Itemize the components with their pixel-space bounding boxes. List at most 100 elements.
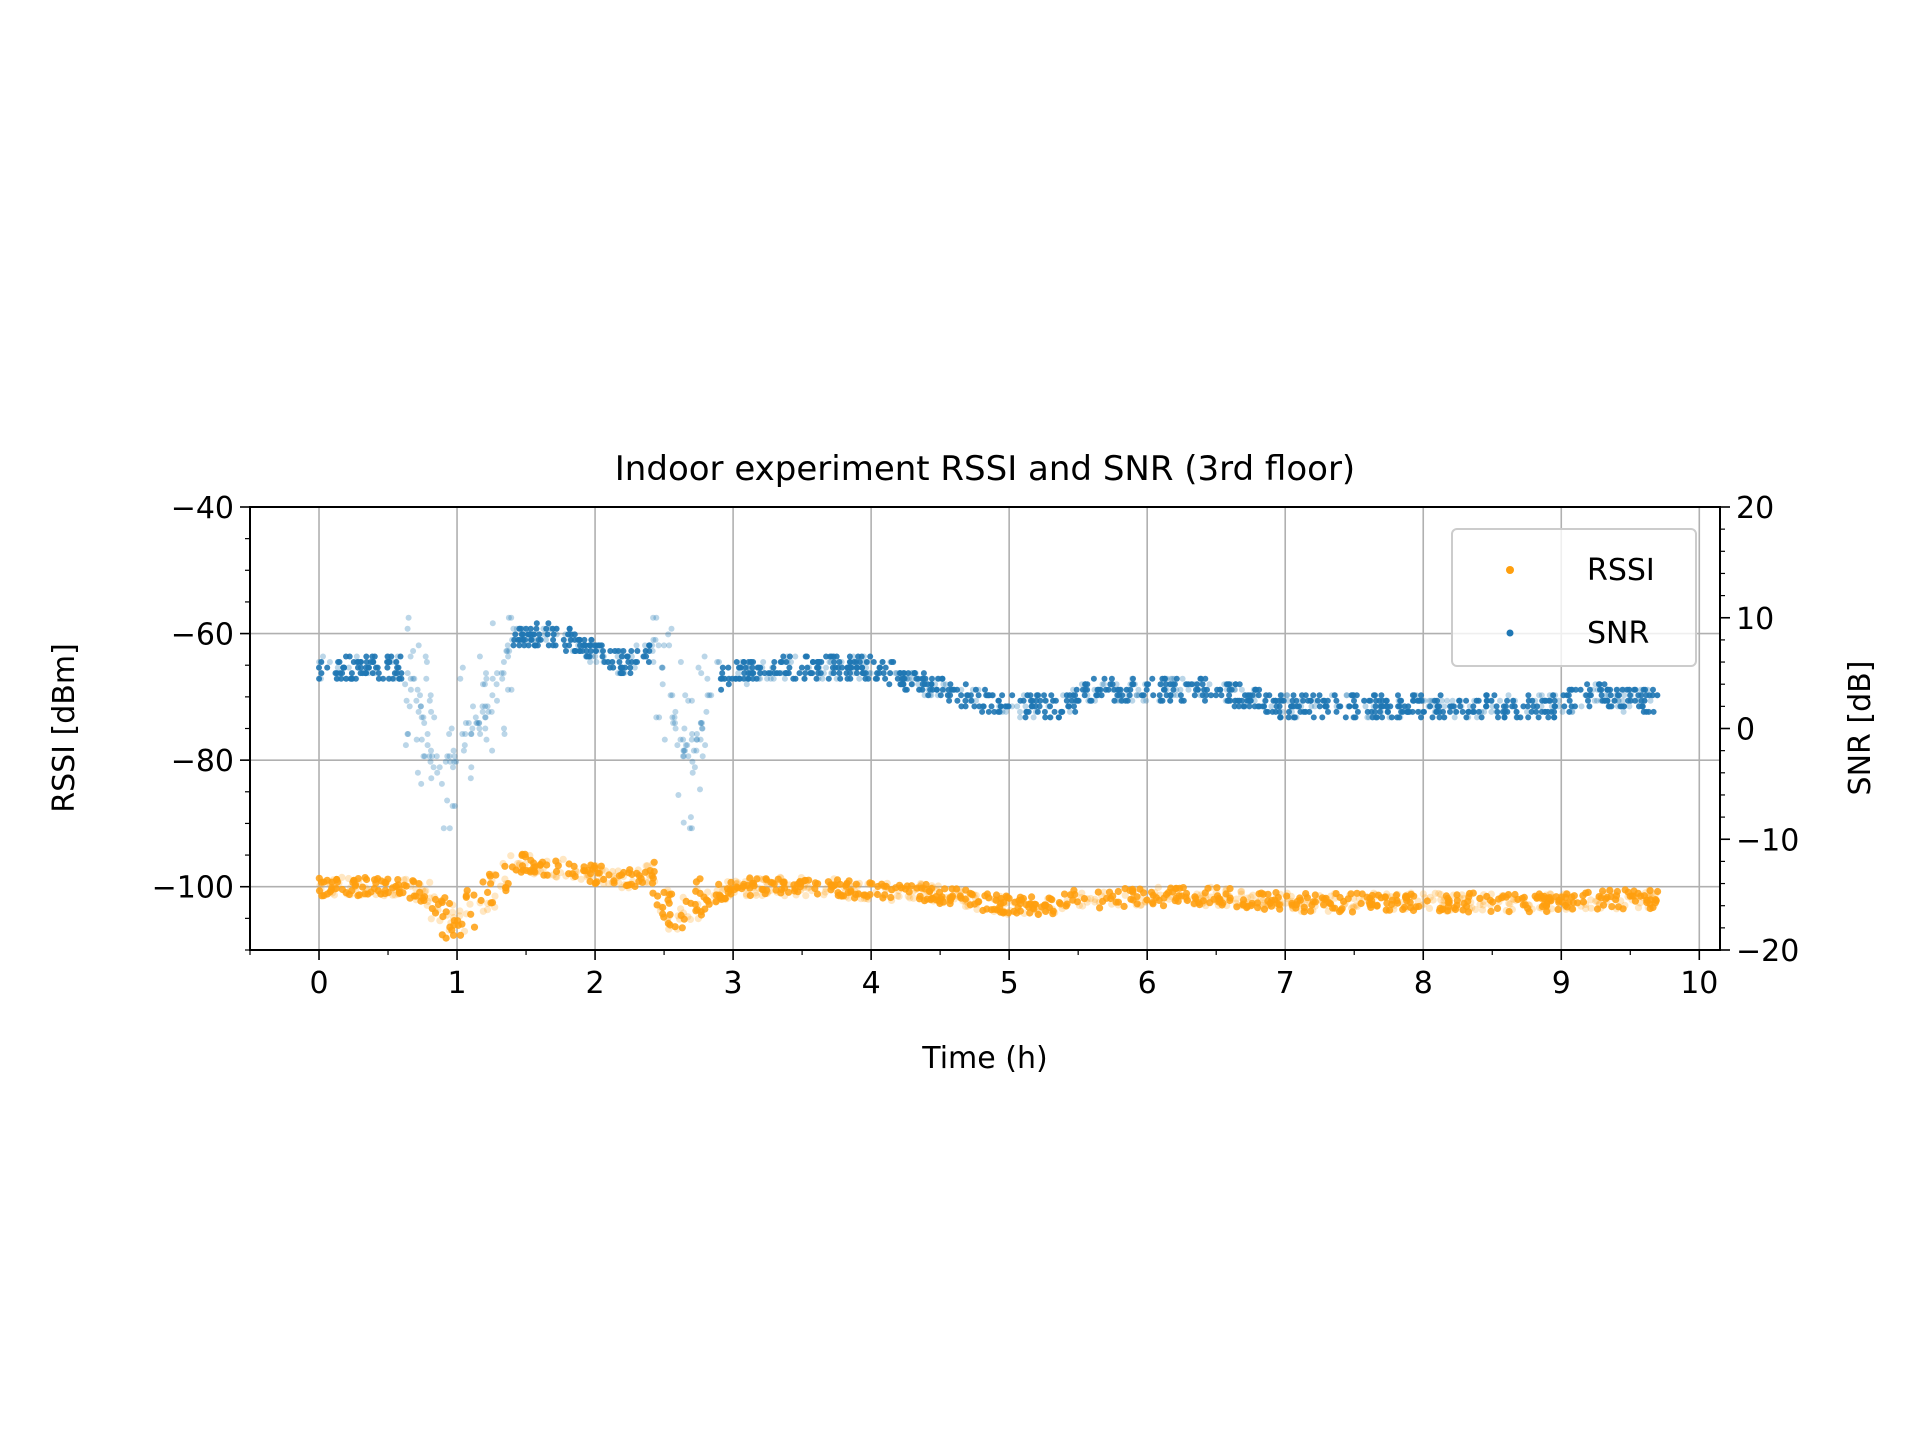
snr-point: [1644, 686, 1651, 693]
rssi-point: [1100, 888, 1108, 896]
y-tick-label: −60: [171, 618, 234, 653]
snr-point: [1372, 703, 1379, 710]
rssi-point: [521, 850, 529, 859]
rssi-point: [929, 884, 937, 892]
snr-point: [806, 664, 813, 671]
snr-point: [318, 670, 325, 677]
rssi-point: [1320, 901, 1328, 909]
snr-point: [1559, 708, 1566, 715]
snr-point: [619, 664, 626, 671]
snr-point: [1273, 703, 1280, 710]
snr-point: [1410, 697, 1416, 704]
snr-point: [476, 725, 483, 732]
snr-point: [1587, 692, 1594, 699]
snr-point: [706, 692, 713, 699]
snr-point: [1093, 692, 1100, 699]
snr-point: [1378, 692, 1385, 699]
snr-point: [1191, 692, 1198, 699]
rssi-point: [1347, 890, 1355, 898]
rssi-point: [1477, 894, 1485, 903]
snr-point: [1116, 692, 1123, 699]
snr-point: [1645, 708, 1652, 715]
rssi-point: [462, 893, 470, 901]
snr-point: [1545, 714, 1552, 721]
rssi-point: [704, 888, 712, 896]
snr-point: [468, 731, 475, 737]
snr-point: [1444, 697, 1451, 704]
snr-point: [1022, 714, 1029, 721]
rssi-point: [1239, 900, 1247, 908]
snr-point: [1285, 714, 1292, 721]
rssi-point: [1512, 896, 1520, 905]
snr-point: [859, 664, 866, 671]
snr-point: [1276, 708, 1283, 715]
snr-point: [1170, 681, 1177, 688]
snr-point: [354, 659, 361, 665]
snr-point: [672, 708, 679, 715]
snr-point: [424, 731, 431, 737]
snr-point: [846, 653, 853, 660]
rssi-point: [1327, 892, 1335, 900]
rssi-point: [596, 865, 604, 874]
snr-point: [725, 664, 732, 671]
snr-point: [1099, 681, 1106, 688]
snr-point: [1343, 692, 1350, 699]
rssi-point: [656, 907, 665, 915]
snr-point: [640, 653, 647, 660]
rssi-point: [418, 886, 426, 894]
rssi-point: [1464, 908, 1473, 916]
rssi-point: [1079, 902, 1087, 910]
snr-point: [856, 675, 863, 682]
snr-point: [1118, 697, 1125, 704]
rssi-point: [1498, 892, 1506, 900]
snr-point: [698, 670, 705, 677]
snr-point: [1073, 686, 1080, 693]
snr-point: [418, 714, 425, 721]
rssi-point: [1476, 900, 1484, 909]
snr-point: [1532, 697, 1539, 704]
snr-point: [389, 675, 396, 682]
snr-point: [1470, 703, 1477, 710]
snr-point: [482, 714, 489, 721]
snr-point: [343, 675, 350, 682]
snr-point: [929, 686, 936, 693]
snr-point: [1484, 697, 1491, 704]
snr-point: [699, 753, 706, 760]
rssi-point: [1373, 901, 1381, 910]
snr-point: [1511, 703, 1518, 710]
snr-point: [853, 664, 860, 671]
rssi-point: [1011, 898, 1019, 906]
snr-point: [511, 636, 518, 643]
snr-point: [571, 631, 578, 638]
snr-point: [682, 747, 688, 754]
snr-point: [1251, 703, 1258, 710]
snr-point: [587, 648, 594, 654]
snr-point: [1463, 714, 1470, 721]
rssi-point: [1471, 905, 1480, 914]
snr-point: [407, 675, 414, 682]
snr-point: [448, 725, 455, 732]
snr-point: [851, 659, 858, 665]
rssi-point: [1143, 896, 1151, 904]
rssi-point: [682, 897, 690, 906]
snr-point: [373, 664, 379, 671]
rssi-point: [1489, 898, 1497, 906]
snr-point: [535, 636, 542, 643]
rssi-point: [569, 870, 577, 878]
snr-point: [968, 697, 975, 704]
snr-point: [1223, 686, 1230, 693]
rssi-point: [460, 927, 469, 935]
rssi-point: [797, 886, 805, 894]
rssi-point: [780, 884, 789, 892]
snr-point: [1436, 703, 1443, 710]
snr-point: [1232, 697, 1239, 704]
rssi-point: [1004, 909, 1013, 917]
rssi-point: [1479, 901, 1487, 909]
rssi-point: [1431, 889, 1439, 898]
snr-point: [677, 659, 684, 665]
rssi-point: [345, 890, 353, 899]
snr-point: [732, 675, 739, 682]
snr-point: [607, 648, 614, 654]
rssi-point: [939, 895, 947, 904]
y-axis-left: −100 −80 −60 −40: [152, 491, 250, 951]
